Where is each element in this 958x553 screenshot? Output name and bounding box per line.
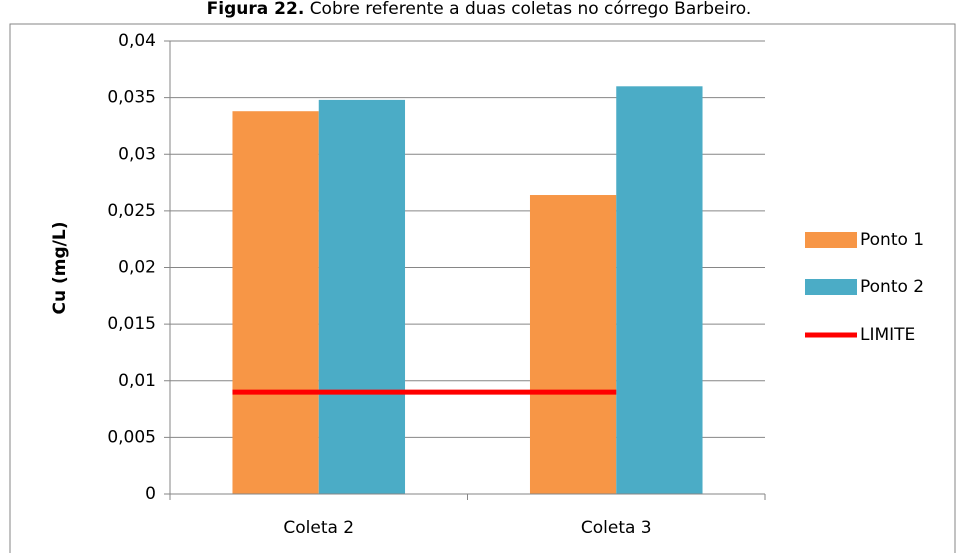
x-tick-label: Coleta 2 bbox=[283, 518, 354, 538]
y-tick-label: 0,03 bbox=[118, 144, 156, 164]
chart-border bbox=[9, 23, 956, 553]
y-tick-label: 0,005 bbox=[107, 427, 156, 447]
y-tick-label: 0,04 bbox=[118, 31, 156, 51]
y-tick-label: 0,02 bbox=[118, 258, 156, 278]
y-tick-label: 0,025 bbox=[107, 201, 156, 221]
legend-label: Ponto 1 bbox=[860, 230, 924, 250]
legend-swatch bbox=[805, 279, 857, 295]
x-tick-label: Coleta 3 bbox=[581, 518, 652, 538]
y-axis-title: Cu (mg/L) bbox=[50, 222, 70, 315]
legend-label: LIMITE bbox=[860, 325, 915, 345]
bar bbox=[232, 111, 319, 494]
title-text: Cobre referente a duas coletas no córreg… bbox=[310, 0, 752, 19]
y-tick-label: 0,015 bbox=[107, 314, 156, 334]
title-label: Figura 22. bbox=[207, 0, 305, 19]
bar bbox=[318, 99, 406, 494]
y-tick-label: 0,01 bbox=[118, 371, 156, 391]
legend-swatch bbox=[805, 232, 857, 248]
bar bbox=[529, 195, 617, 494]
y-tick-label: 0 bbox=[145, 484, 156, 504]
legend-label: Ponto 2 bbox=[860, 277, 924, 297]
bar bbox=[616, 86, 703, 495]
chart-title: Figura 22. Cobre referente a duas coleta… bbox=[207, 0, 752, 19]
y-tick-label: 0,035 bbox=[107, 88, 156, 108]
